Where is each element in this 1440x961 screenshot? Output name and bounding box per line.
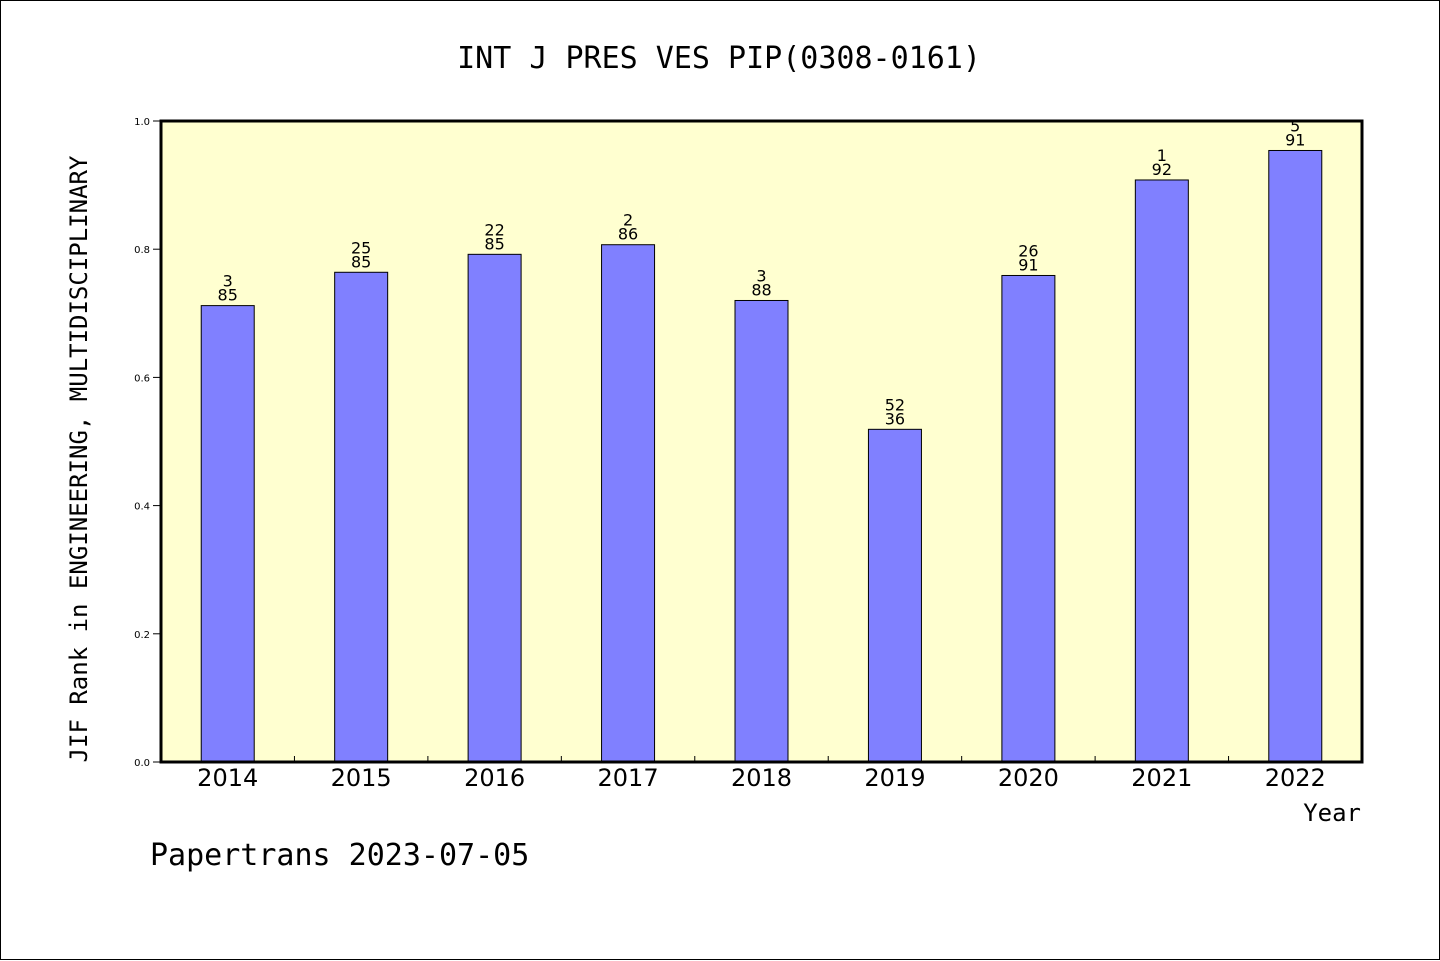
x-tick-label: 2015 [331, 764, 392, 792]
bar-2014 [200, 305, 255, 763]
bar-label-rank: 52 [885, 395, 905, 414]
bar-2022 [1268, 149, 1323, 763]
bar-label-rank: 25 [351, 238, 371, 257]
bar-2015 [334, 271, 389, 763]
y-tick-label: 1.0 [134, 117, 150, 128]
bar-label-rank: 2 [623, 211, 633, 230]
bar-label-total: 86 [618, 225, 638, 244]
y-axis-label: JIF Rank in ENGINEERING, MULTIDISCIPLINA… [65, 155, 93, 762]
x-tick-label: 2022 [1265, 764, 1326, 792]
footer-credit: Papertrans 2023-07-05 [150, 838, 529, 873]
bar-label-total: 85 [484, 234, 504, 253]
bar-label-total: 91 [1018, 255, 1038, 274]
chart-title: INT J PRES VES PIP(0308-0161) [457, 41, 981, 76]
bar-2017 [601, 244, 656, 763]
x-tick-label: 2017 [598, 764, 659, 792]
x-tick-label: 2020 [998, 764, 1059, 792]
bar-label-total: 85 [351, 252, 371, 271]
bar-label-rank: 5 [1290, 116, 1300, 135]
bar-2016 [467, 253, 522, 763]
bar-label-rank: 22 [484, 220, 504, 239]
x-tick-label: 2018 [731, 764, 792, 792]
y-tick-label: 0.6 [134, 373, 150, 384]
bar-label-total: 91 [1285, 130, 1305, 149]
bar-label-total: 92 [1152, 160, 1172, 179]
bar-label-rank: 3 [223, 272, 233, 291]
bar-label-rank: 1 [1157, 146, 1167, 165]
x-tick-label: 2014 [197, 764, 258, 792]
y-tick-label: 0.0 [134, 758, 150, 769]
y-tick-label: 0.4 [134, 502, 150, 513]
bar-2021 [1134, 179, 1189, 763]
bar-2020 [1001, 274, 1056, 763]
bar-2019 [867, 428, 922, 763]
bar-label-rank: 26 [1018, 241, 1038, 260]
y-tick-label: 0.8 [134, 245, 150, 256]
x-tick-label: 2019 [864, 764, 925, 792]
plot-border [159, 119, 1364, 764]
bar-2018 [734, 299, 789, 763]
y-tick-label: 0.2 [134, 630, 150, 641]
bar-label-total: 36 [885, 409, 905, 428]
x-axis-label: Year [1303, 799, 1361, 827]
x-tick-label: 2021 [1131, 764, 1192, 792]
bar-label-rank: 3 [756, 266, 766, 285]
bar-label-total: 88 [751, 280, 771, 299]
x-tick-label: 2016 [464, 764, 525, 792]
bar-label-total: 85 [218, 286, 238, 305]
